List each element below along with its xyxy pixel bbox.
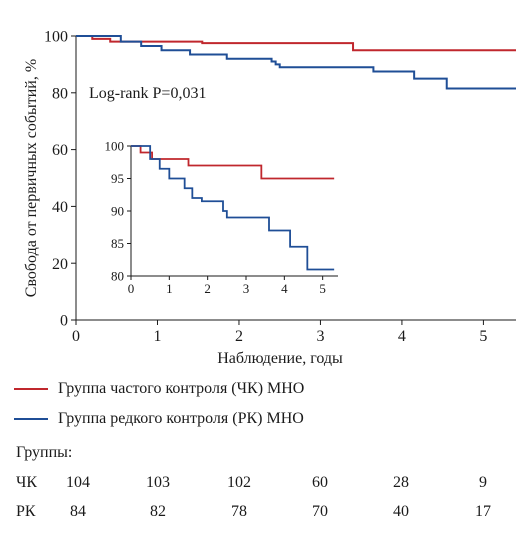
- legend-label-ck: Группа частого контроля (ЧК) МНО: [58, 380, 305, 397]
- main-series-line-1: [76, 35, 516, 90]
- x-axis-label: Наблюдение, годы: [217, 350, 343, 367]
- risk-cell: 40: [393, 503, 409, 520]
- risk-cell: 60: [312, 474, 328, 491]
- main-y-tick-label: 40: [52, 199, 68, 216]
- inset-series-line-0: [131, 145, 335, 180]
- inset-x-tick-label: 0: [128, 281, 135, 296]
- risk-cell: 70: [312, 503, 328, 520]
- legend-swatch-pk: [14, 418, 48, 420]
- risk-cell: 84: [70, 503, 86, 520]
- risk-cell: 102: [227, 474, 251, 491]
- main-series-line-0: [76, 35, 516, 52]
- inset-x-tick-label: 5: [319, 281, 326, 296]
- main-y-tick-label: 100: [44, 29, 68, 46]
- inset-y-tick-label: 80: [111, 269, 124, 284]
- inset-x-tick-label: 3: [243, 281, 250, 296]
- main-y-tick-label: 60: [52, 142, 68, 159]
- risk-cell: 104: [66, 474, 90, 491]
- main-x-tick-label: 0: [72, 328, 80, 345]
- main-y-tick-label: 0: [60, 313, 68, 330]
- y-axis-label: Свобода от первичных событий, %: [23, 59, 40, 297]
- logrank-annotation: Log-rank P=0,031: [89, 85, 206, 102]
- legend-label-pk: Группа редкого контроля (РК) МНО: [58, 410, 304, 427]
- risk-row-label: РК: [16, 503, 36, 520]
- risk-cell: 17: [475, 503, 491, 520]
- risk-cell: 103: [146, 474, 170, 491]
- main-x-tick-label: 3: [316, 328, 324, 345]
- inset-x-tick-label: 4: [281, 281, 288, 296]
- legend-item-ck: Группа частого контроля (ЧК) МНО: [14, 380, 304, 398]
- inset-y-tick-label: 95: [111, 171, 124, 186]
- main-x-tick-label: 2: [235, 328, 243, 345]
- main-y-tick-label: 80: [52, 85, 68, 102]
- main-x-tick-label: 1: [153, 328, 161, 345]
- inset-y-tick-label: 85: [111, 236, 124, 251]
- main-y-tick-label: 20: [52, 256, 68, 273]
- risk-table-title: Группы:: [16, 444, 73, 461]
- inset-y-tick-label: 100: [105, 139, 125, 154]
- main-x-tick-label: 5: [479, 328, 487, 345]
- risk-cell: 82: [150, 503, 166, 520]
- risk-row-label: ЧК: [16, 474, 38, 491]
- inset-y-tick-label: 90: [111, 204, 124, 219]
- risk-cell: 78: [231, 503, 247, 520]
- risk-table-row-pk: РК 84 82 78 70 40 17: [0, 503, 517, 523]
- main-x-tick-label: 4: [398, 328, 406, 345]
- inset-x-tick-label: 2: [204, 281, 211, 296]
- risk-cell: 28: [393, 474, 409, 491]
- inset-series-line-1: [131, 145, 335, 271]
- inset-x-tick-label: 1: [166, 281, 173, 296]
- legend-item-pk: Группа редкого контроля (РК) МНО: [14, 410, 304, 428]
- risk-cell: 9: [479, 474, 487, 491]
- legend-swatch-ck: [14, 388, 48, 390]
- risk-table-row-ck: ЧК 104 103 102 60 28 9: [0, 474, 517, 494]
